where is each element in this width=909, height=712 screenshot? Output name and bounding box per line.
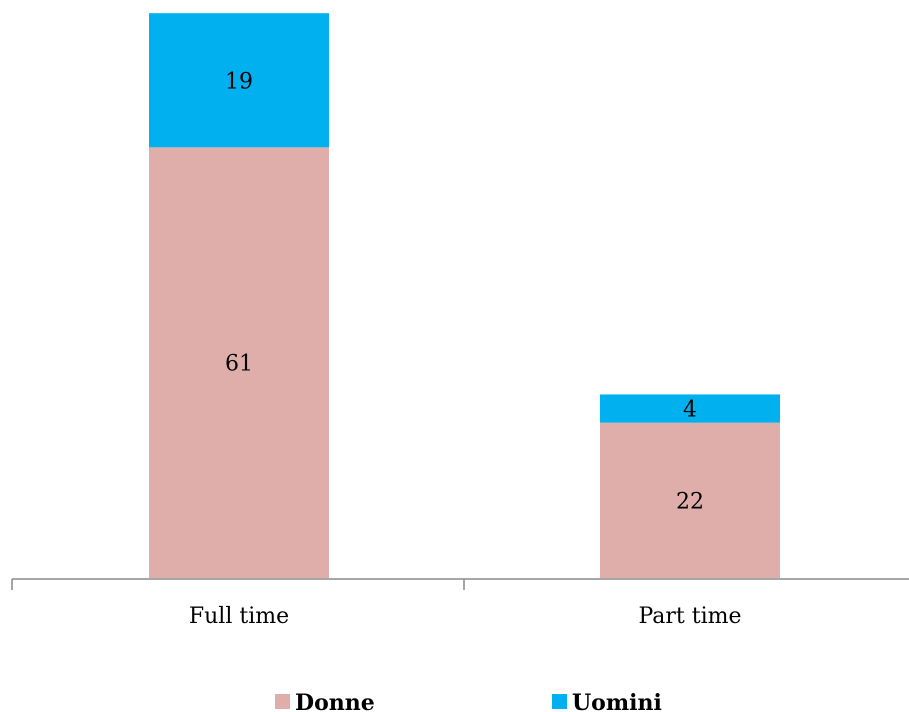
legend-swatch-donne xyxy=(275,694,290,709)
legend-label-uomini: Uomini xyxy=(572,690,662,712)
data-label-uomini-part-time: 4 xyxy=(683,398,697,423)
bar-uomini-part-time xyxy=(600,394,780,423)
data-label-donne-part-time: 22 xyxy=(676,489,704,514)
x-tick-label-full-time: Full time xyxy=(189,604,289,629)
bar-donne-full-time xyxy=(149,147,329,578)
data-labels-group: 61 19 22 4 xyxy=(225,69,704,514)
x-axis: Full time Part time xyxy=(11,578,909,629)
legend: Donne Uomini xyxy=(275,690,662,712)
data-label-uomini-full-time: 19 xyxy=(225,69,253,94)
bar-uomini-full-time xyxy=(149,13,329,148)
bar-donne-part-time xyxy=(600,422,780,578)
x-tick-label-part-time: Part time xyxy=(638,604,741,629)
legend-label-donne: Donne xyxy=(295,690,375,712)
data-label-donne-full-time: 61 xyxy=(225,352,253,377)
legend-swatch-uomini xyxy=(552,694,567,709)
bars-group xyxy=(149,13,780,578)
